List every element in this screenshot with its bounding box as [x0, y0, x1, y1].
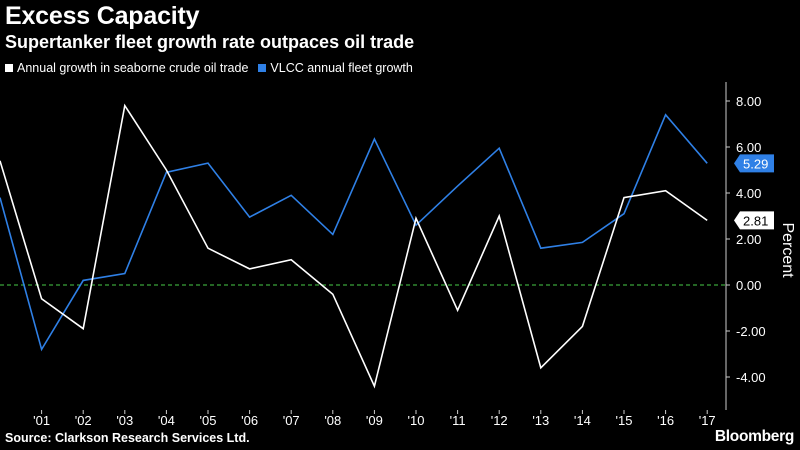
legend-entry-vlcc: VLCC annual fleet growth	[258, 61, 413, 75]
last-value-text-vlcc: 5.29	[743, 156, 768, 171]
y-axis-label: Percent	[779, 222, 796, 278]
legend-label-vlcc: VLCC annual fleet growth	[270, 61, 413, 75]
last-value-box-oil-trade	[734, 211, 774, 230]
last-value-box-vlcc	[734, 154, 774, 173]
legend-swatch-vlcc	[258, 64, 267, 72]
y-tick-label: 2.00	[736, 232, 761, 247]
x-tick-label: '13	[532, 413, 549, 428]
x-tick-label: '01	[33, 413, 50, 428]
y-tick-label: 0.00	[736, 278, 761, 293]
y-tick-label: -4.00	[736, 370, 766, 385]
x-tick-label: '10	[408, 413, 425, 428]
x-tick-label: '12	[491, 413, 508, 428]
x-tick-label: '07	[283, 413, 300, 428]
series-line-oil-trade	[0, 103, 708, 389]
x-tick-label: '05	[200, 413, 217, 428]
chart-subtitle: Supertanker fleet growth rate outpaces o…	[5, 32, 415, 52]
series-line-vlcc	[0, 113, 708, 352]
last-value-label-oil-trade: 2.81	[734, 211, 774, 230]
x-tick-label: '08	[324, 413, 341, 428]
x-tick-label: '11	[450, 413, 466, 428]
y-tick-label: 4.00	[736, 186, 761, 201]
legend: Annual growth in seaborne crude oil trad…	[5, 61, 423, 75]
y-tick-label: 6.00	[736, 140, 761, 155]
source-note: Source: Clarkson Research Services Ltd.	[5, 431, 250, 445]
x-tick-label: '16	[657, 413, 674, 428]
chart-title: Excess Capacity	[5, 2, 200, 30]
x-tick-label: '03	[116, 413, 133, 428]
y-tick-label: 8.00	[736, 94, 761, 109]
y-tick-label: -2.00	[736, 324, 766, 339]
legend-label-oil-trade: Annual growth in seaborne crude oil trad…	[17, 61, 249, 75]
x-tick-label: '09	[366, 413, 383, 428]
x-tick-label: '04	[158, 413, 175, 428]
last-value-label-vlcc: 5.29	[734, 154, 774, 173]
bloomberg-logo: Bloomberg	[714, 428, 794, 445]
x-tick-label: '15	[616, 413, 633, 428]
x-tick-label: '17	[699, 413, 716, 428]
last-value-text-oil-trade: 2.81	[743, 213, 768, 228]
legend-entry-oil-trade: Annual growth in seaborne crude oil trad…	[5, 61, 248, 75]
legend-swatch-oil-trade	[5, 64, 13, 72]
x-tick-label: '06	[241, 413, 258, 428]
x-tick-label: '02	[75, 413, 92, 428]
x-tick-label: '14	[574, 413, 591, 428]
